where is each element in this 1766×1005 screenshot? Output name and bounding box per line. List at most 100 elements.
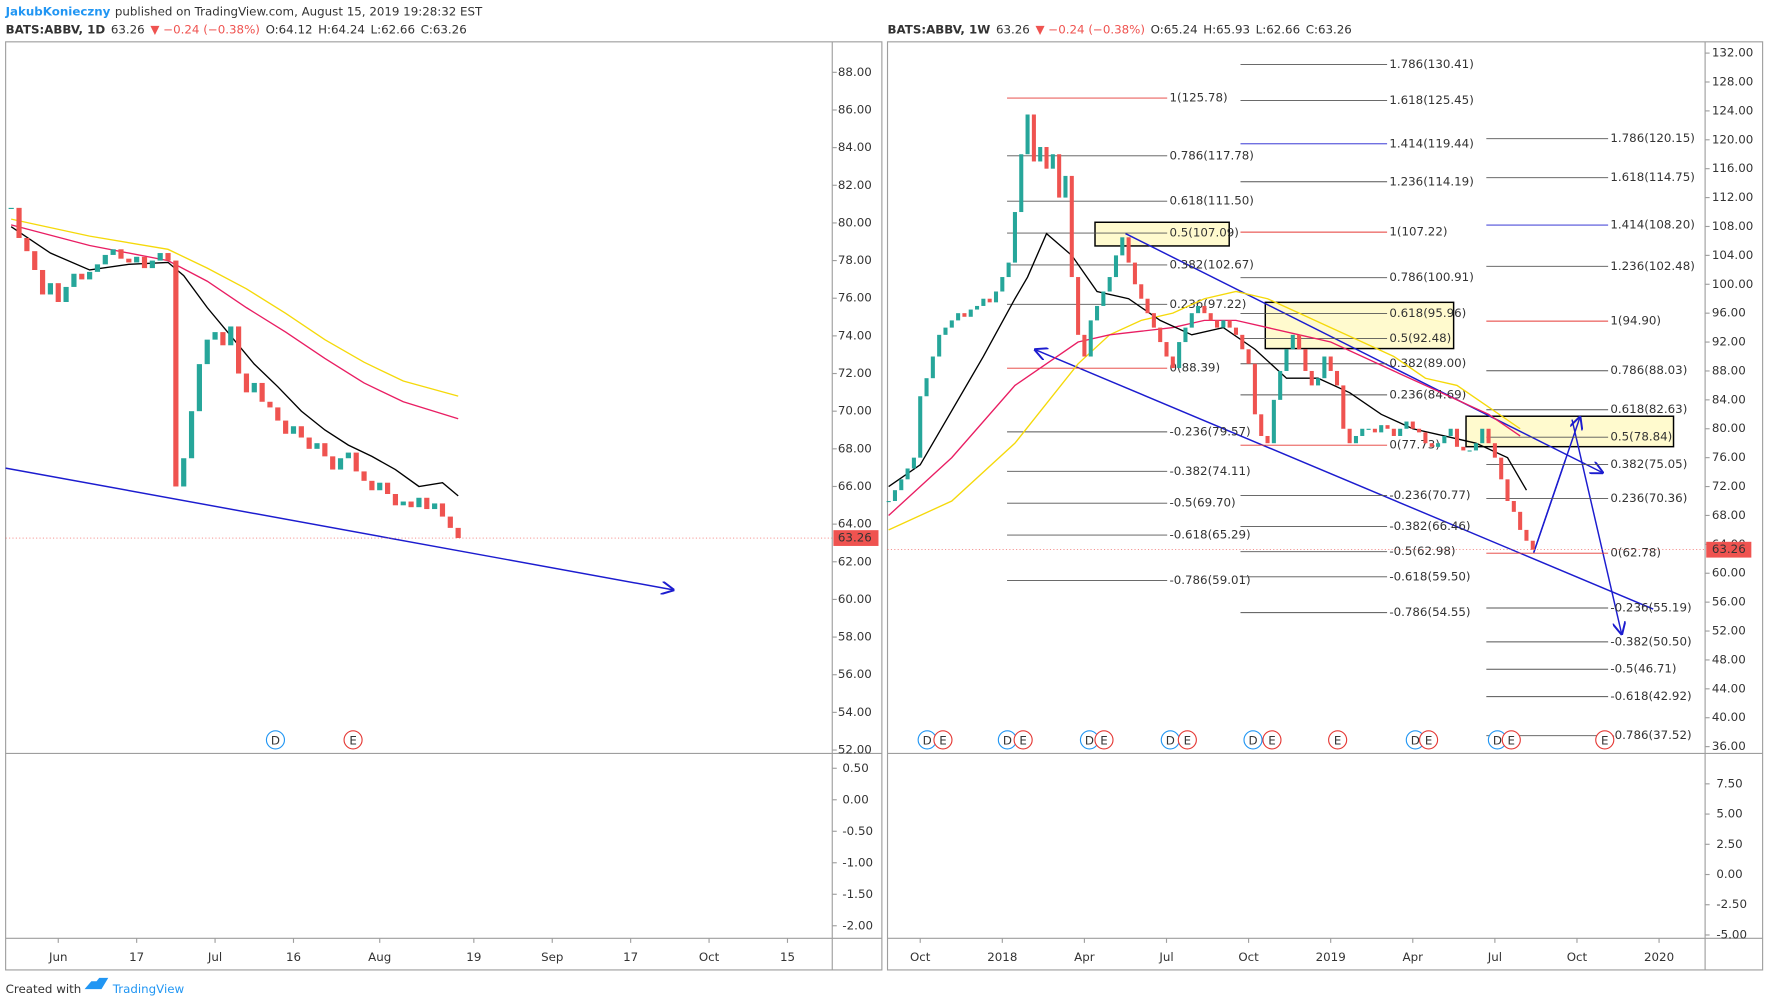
fib-label: -0.618(42.92) xyxy=(1610,689,1691,703)
candle xyxy=(79,273,85,280)
fib-label: 0.5(107.09) xyxy=(1169,226,1238,240)
candle xyxy=(1278,370,1283,400)
x-tick-label: Jul xyxy=(1487,950,1502,964)
candle xyxy=(1107,277,1112,292)
candle xyxy=(1088,320,1093,357)
x-tick-label: 17 xyxy=(129,950,144,964)
candle xyxy=(1404,421,1409,429)
fib-label: 1(107.22) xyxy=(1389,225,1447,239)
candle xyxy=(361,471,367,481)
candle xyxy=(1050,154,1055,169)
footer: Created with TradingView xyxy=(6,982,185,996)
macd-tick-label: -1.00 xyxy=(842,855,873,869)
candle xyxy=(1057,154,1062,198)
fib-label: 1(125.78) xyxy=(1169,91,1227,105)
candle xyxy=(1347,428,1352,444)
candle xyxy=(1214,320,1220,328)
fib-label: 0.786(88.03) xyxy=(1610,363,1687,377)
candle xyxy=(322,443,328,457)
candle xyxy=(1227,320,1232,328)
candle xyxy=(283,420,289,434)
fib-label: -0.618(65.29) xyxy=(1169,528,1250,542)
candle xyxy=(1259,414,1264,436)
y-tick-label: 40.00 xyxy=(1712,710,1746,724)
y-tick-label: 86.00 xyxy=(838,102,872,116)
fib-label: 1.786(130.41) xyxy=(1389,57,1473,71)
candle xyxy=(1385,425,1390,429)
x-tick-label: 17 xyxy=(623,950,638,964)
fib-label: 1.618(114.75) xyxy=(1610,170,1694,184)
candle xyxy=(987,298,992,303)
candle xyxy=(1221,320,1226,328)
candle xyxy=(204,339,210,365)
event-label: D xyxy=(1003,734,1012,748)
candle xyxy=(1113,255,1119,278)
candle xyxy=(1158,327,1163,343)
x-tick-label: Oct xyxy=(1238,950,1259,964)
y-tick-label: 128.00 xyxy=(1712,74,1753,88)
candle xyxy=(1360,428,1365,436)
created: Created with xyxy=(6,982,82,996)
candle xyxy=(345,452,351,459)
y-tick-label: 84.00 xyxy=(838,140,872,154)
candle xyxy=(1069,175,1074,278)
fib-label: 0.382(102.67) xyxy=(1169,257,1253,271)
candle xyxy=(1189,313,1194,328)
candle xyxy=(886,501,891,503)
y-tick-label: 92.00 xyxy=(1712,335,1746,349)
fib-label: 0.5(78.84) xyxy=(1610,430,1672,444)
candle xyxy=(1530,540,1535,550)
y-tick-label: 58.00 xyxy=(838,630,872,644)
candle xyxy=(188,411,195,459)
candle xyxy=(377,482,383,491)
candle xyxy=(275,407,281,421)
y-tick-label: 124.00 xyxy=(1712,103,1753,117)
candle xyxy=(1473,443,1478,451)
candle xyxy=(63,286,69,302)
candle xyxy=(1328,356,1333,371)
event-label: E xyxy=(1268,734,1275,748)
y-tick-label: 72.00 xyxy=(1712,479,1746,493)
y-tick-label: 66.00 xyxy=(838,479,872,493)
candle xyxy=(424,497,430,510)
macd-tick-label: 7.50 xyxy=(1716,776,1742,790)
candle xyxy=(400,501,406,506)
y-tick-label: 112.00 xyxy=(1712,190,1753,204)
x-tick-label: Apr xyxy=(1074,950,1095,964)
moving-average xyxy=(11,218,459,397)
candle xyxy=(993,291,999,303)
moving-average xyxy=(888,232,1528,491)
candle xyxy=(1505,479,1510,502)
fib-label: -0.382(50.50) xyxy=(1610,634,1691,648)
candle xyxy=(165,253,171,261)
left-frame xyxy=(5,41,883,971)
y-tick-label: 132.00 xyxy=(1712,46,1753,60)
y-tick-label: 108.00 xyxy=(1712,219,1753,233)
x-tick-label: Aug xyxy=(368,950,391,964)
candle xyxy=(1518,511,1523,530)
brand[interactable]: TradingView xyxy=(112,982,185,996)
moving-average xyxy=(888,319,1521,516)
fib-label: 0.236(70.36) xyxy=(1610,491,1687,505)
event-marker xyxy=(343,730,363,750)
y-tick-label: 68.00 xyxy=(1712,508,1746,522)
candle xyxy=(24,237,30,252)
y-tick-label: 48.00 xyxy=(1712,652,1746,666)
candle xyxy=(1145,298,1150,314)
y-tick-label: 44.00 xyxy=(1712,681,1746,695)
change: ▼ −0.24 (−0.38%) xyxy=(150,22,260,36)
author[interactable]: JakubKonieczny xyxy=(5,4,111,18)
fib-label: -0.382(74.11) xyxy=(1169,464,1250,478)
candle xyxy=(439,503,446,517)
fib-label: 1.786(120.15) xyxy=(1610,131,1694,145)
candle xyxy=(369,480,375,491)
y-tick-label: 120.00 xyxy=(1712,132,1753,146)
price-tag-label: 63.26 xyxy=(1712,542,1746,556)
x-tick-label: 19 xyxy=(466,950,481,964)
candle xyxy=(94,264,101,272)
event-marker xyxy=(1595,730,1615,750)
price-tag xyxy=(1706,541,1752,558)
candle xyxy=(1309,370,1314,386)
event-label: D xyxy=(1248,734,1257,748)
fib-label: 0.382(89.00) xyxy=(1389,356,1466,370)
